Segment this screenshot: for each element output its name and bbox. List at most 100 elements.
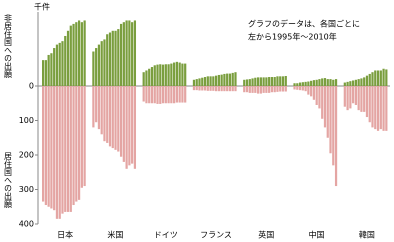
bar	[284, 75, 287, 86]
bar	[265, 77, 268, 86]
annotation: 左から1995年～2010年	[248, 32, 337, 42]
bar	[209, 76, 212, 86]
bar	[223, 73, 226, 86]
bar	[334, 86, 338, 187]
bar	[321, 86, 324, 119]
bar	[111, 86, 114, 149]
x-tick-label: 米国	[107, 230, 123, 240]
bar	[119, 23, 123, 86]
bar	[42, 60, 45, 86]
bar	[262, 86, 265, 93]
bar	[47, 54, 50, 86]
bar	[175, 61, 178, 86]
bar	[178, 62, 181, 86]
bar	[310, 86, 313, 97]
bar	[307, 81, 310, 86]
bar	[293, 83, 296, 86]
bar	[220, 74, 223, 86]
bar	[323, 78, 327, 86]
bar	[365, 75, 369, 86]
bar	[245, 79, 249, 86]
bar	[312, 86, 316, 100]
bar	[262, 77, 265, 86]
bar	[50, 53, 53, 86]
bar	[125, 86, 128, 169]
bar	[363, 77, 366, 86]
bar	[346, 81, 349, 86]
bar	[153, 65, 156, 86]
bar	[371, 72, 374, 86]
bar	[117, 86, 120, 152]
bar	[148, 86, 151, 104]
bar	[92, 51, 95, 86]
bar	[281, 76, 285, 86]
bar	[231, 86, 234, 92]
bar	[376, 70, 380, 86]
bar	[206, 76, 209, 86]
bar	[170, 63, 173, 86]
bar	[304, 81, 307, 86]
bar	[228, 73, 232, 86]
bar	[382, 86, 385, 131]
unit-label: 千件	[34, 2, 50, 12]
bar	[100, 86, 103, 135]
bar	[217, 74, 220, 86]
bar	[150, 86, 154, 104]
bar	[192, 79, 196, 86]
bar	[167, 64, 170, 86]
x-tick-label: 中国	[309, 230, 325, 240]
bar	[256, 86, 260, 94]
y-tick-label: 100	[19, 116, 34, 125]
bar	[259, 77, 262, 86]
bar	[133, 86, 137, 169]
bar	[142, 86, 145, 102]
bar	[298, 86, 302, 91]
bar	[293, 86, 296, 90]
bar	[114, 86, 117, 150]
bar	[334, 79, 338, 86]
x-tick-label: 日本	[57, 230, 73, 240]
bar	[203, 77, 207, 86]
bar	[321, 78, 324, 86]
bar	[106, 34, 109, 86]
bar	[159, 64, 162, 86]
bar	[270, 77, 274, 86]
bar	[379, 86, 382, 130]
bar	[368, 86, 371, 123]
bar	[332, 86, 335, 166]
bar	[254, 86, 257, 93]
bar	[122, 86, 125, 162]
bar	[131, 22, 134, 86]
bar	[273, 86, 276, 93]
bar	[323, 86, 327, 128]
bar	[156, 64, 159, 86]
bar	[245, 86, 249, 93]
bar	[150, 67, 154, 86]
bar	[167, 86, 170, 104]
bar	[184, 63, 187, 86]
bar	[117, 29, 120, 86]
bar	[44, 86, 47, 206]
bar	[181, 63, 184, 86]
bar	[209, 86, 212, 91]
bar	[58, 42, 61, 86]
bar	[111, 30, 114, 86]
bar	[198, 78, 201, 86]
bar	[95, 48, 98, 86]
x-tick-label: 英国	[258, 230, 274, 240]
bar	[357, 86, 360, 111]
x-tick-label: フランス	[200, 231, 232, 240]
bar	[346, 86, 349, 111]
x-tick-label: ドイツ	[154, 231, 178, 240]
bar	[201, 77, 204, 86]
bar	[368, 73, 371, 86]
bar	[114, 30, 117, 86]
bar	[251, 86, 254, 93]
bar	[318, 79, 321, 86]
bar	[215, 75, 218, 86]
bar	[42, 86, 45, 202]
bar	[304, 86, 307, 92]
bar	[156, 86, 159, 104]
bar	[108, 86, 112, 147]
bar	[131, 86, 134, 164]
